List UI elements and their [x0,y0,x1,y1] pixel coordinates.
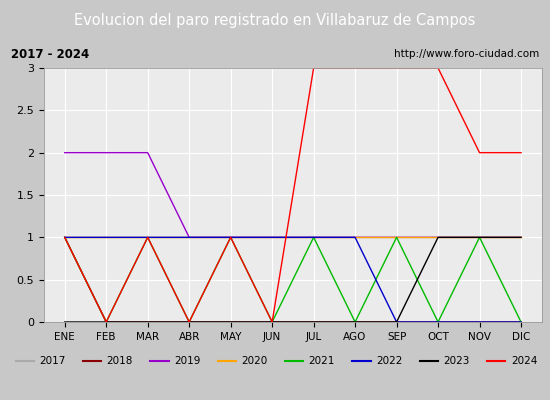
Text: 2017: 2017 [39,356,65,366]
Text: 2019: 2019 [174,356,200,366]
Text: http://www.foro-ciudad.com: http://www.foro-ciudad.com [394,49,539,59]
Text: 2022: 2022 [376,356,403,366]
Text: 2021: 2021 [309,356,335,366]
Text: 2017 - 2024: 2017 - 2024 [11,48,89,61]
Text: 2024: 2024 [511,356,537,366]
Text: 2023: 2023 [443,356,470,366]
Text: 2018: 2018 [107,356,133,366]
Text: Evolucion del paro registrado en Villabaruz de Campos: Evolucion del paro registrado en Villaba… [74,14,476,28]
Text: 2020: 2020 [241,356,267,366]
